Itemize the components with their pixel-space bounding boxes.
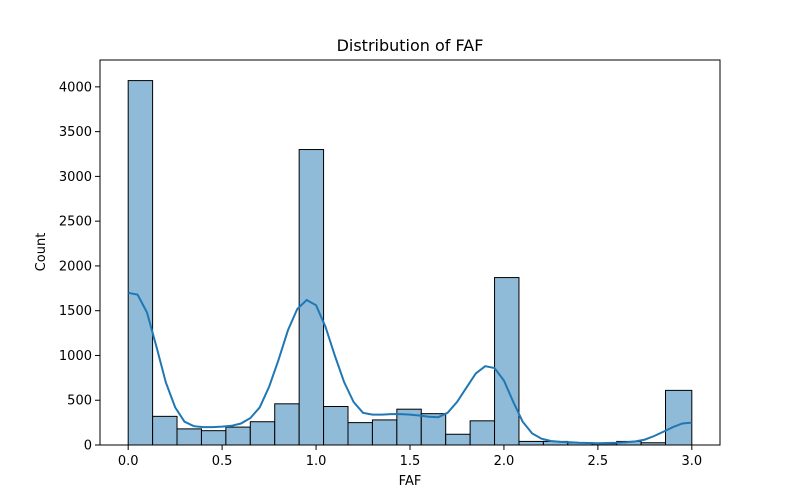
y-tick-label: 500 <box>67 394 92 409</box>
y-tick-label: 1000 <box>59 349 92 364</box>
plot-frame <box>99 59 721 446</box>
x-tick-label: 3.0 <box>681 454 702 469</box>
chart-title: Distribution of FAF <box>337 36 484 55</box>
x-tick-label: 0.5 <box>212 454 233 469</box>
x-tick-label: 1.5 <box>400 454 421 469</box>
kde-curve <box>128 291 692 445</box>
histogram-bar <box>371 419 398 446</box>
histogram-bar <box>665 389 693 446</box>
y-tick-label: 2000 <box>59 259 92 274</box>
y-tick-label: 2500 <box>59 215 92 230</box>
y-tick-label: 1500 <box>59 304 92 319</box>
histogram-bar <box>445 433 471 446</box>
histogram-bar <box>274 403 300 446</box>
histogram-bar <box>249 421 276 446</box>
y-axis-ticks: 0 500 1000 1500 2000 2500 3000 3500 4000 <box>59 80 100 454</box>
x-axis-ticks: 0.0 0.5 1.0 1.5 2.0 2.5 3.0 <box>118 445 702 469</box>
histogram-bar <box>347 422 373 446</box>
histogram-bar <box>518 440 544 446</box>
x-tick-label: 1.0 <box>306 454 327 469</box>
histogram-bar <box>225 426 251 446</box>
y-tick-label: 4000 <box>59 80 92 95</box>
x-axis-label: FAF <box>399 474 422 489</box>
y-tick-label: 3000 <box>59 170 92 185</box>
bars-group <box>127 80 693 446</box>
histogram-bar <box>469 420 496 446</box>
histogram-bar <box>420 413 447 446</box>
histogram-bar <box>127 80 154 446</box>
histogram-bar <box>298 149 325 446</box>
y-tick-label: 0 <box>84 439 92 454</box>
y-tick-label: 3500 <box>59 125 92 140</box>
histogram-bar <box>152 415 178 446</box>
x-tick-label: 2.5 <box>588 454 609 469</box>
x-tick-label: 0.0 <box>118 454 139 469</box>
histogram-bar <box>200 430 227 446</box>
histogram-bar <box>176 428 202 446</box>
y-axis-label: Count <box>34 233 49 272</box>
histogram-bar <box>323 406 349 446</box>
x-tick-label: 2.0 <box>494 454 515 469</box>
histogram-bar <box>494 277 520 446</box>
